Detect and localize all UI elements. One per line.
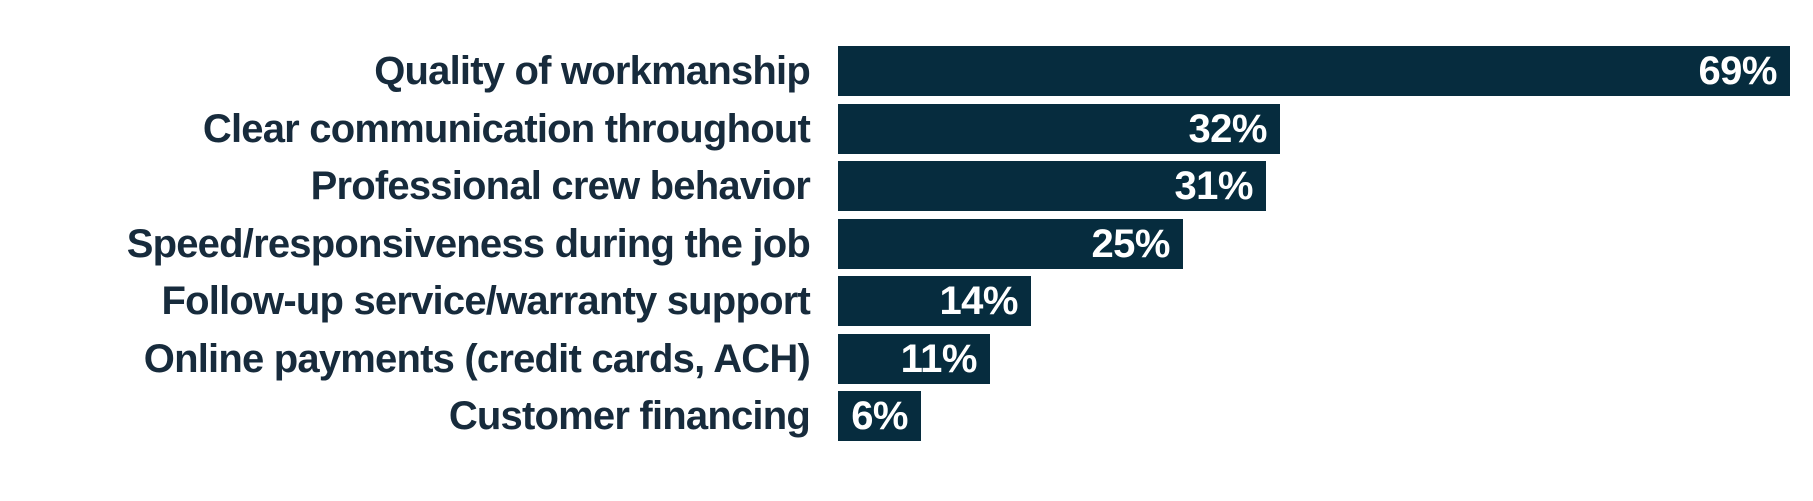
bar: 31% [838,161,1266,211]
category-label: Follow-up service/warranty support [161,279,811,323]
category-label: Speed/responsiveness during the job [126,221,811,266]
bar-row: Customer financing 6% [0,391,1813,441]
value-label: 31% [1174,164,1253,208]
bar-row: Quality of workmanship 69% [0,46,1813,96]
bar-row: Online payments (credit cards, ACH) 11% [0,333,1813,384]
category-label: Professional crew behavior [310,164,811,208]
value-label: 6% [851,394,908,438]
value-label: 69% [1698,49,1777,93]
value-label: 32% [1188,106,1267,151]
value-label: 11% [900,336,978,381]
bar: 25% [838,218,1183,269]
value-label: 14% [939,279,1018,323]
bar-chart: Quality of workmanship 69% Clear communi… [0,46,1813,441]
bar-row: Follow-up service/warranty support 14% [0,276,1813,326]
bar-row: Clear communication throughout 32% [0,103,1813,154]
bar-row: Professional crew behavior 31% [0,161,1813,211]
category-label: Customer financing [448,394,811,438]
value-label: 25% [1091,221,1170,266]
category-label: Clear communication throughout [202,106,811,151]
category-label: Quality of workmanship [374,49,811,93]
bar: 69% [838,46,1790,96]
bar: 14% [838,276,1031,326]
bar: 6% [838,391,921,441]
bar: 11% [838,333,990,384]
category-label: Online payments (credit cards, ACH) [143,336,811,381]
bar: 32% [838,103,1280,154]
bar-row: Speed/responsiveness during the job 25% [0,218,1813,269]
